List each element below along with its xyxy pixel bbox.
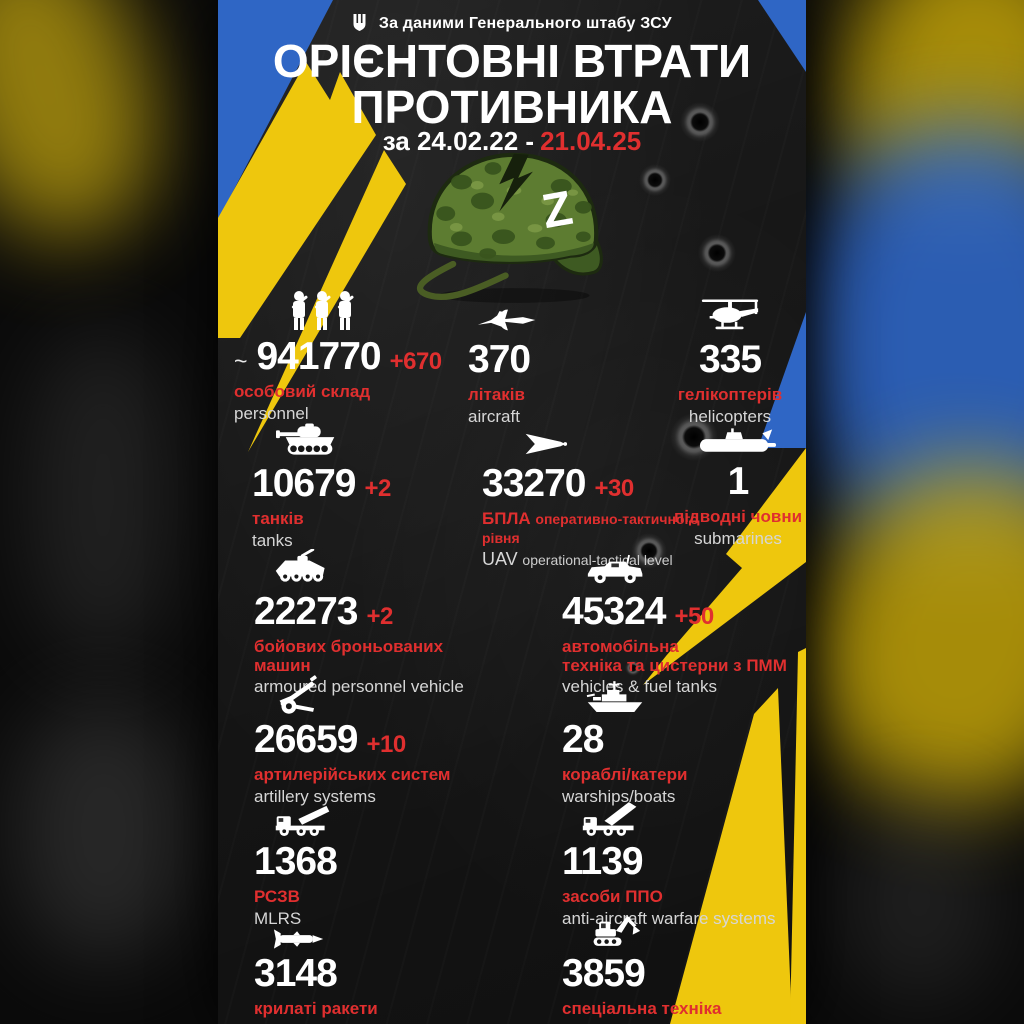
date-prefix: за 24.02.22 - (382, 126, 535, 156)
stat-aircraft: 370 літаків aircraft (468, 287, 638, 426)
label-uk: кораблі/катери (562, 765, 688, 784)
jet-icon (476, 287, 638, 337)
label-en: warships/boats (562, 786, 676, 806)
title-line-1: ОРІЄНТОВНІ ВТРАТИ (272, 35, 752, 87)
stat-mlrs: 1368 РСЗВ MLRS (254, 789, 459, 928)
helmet-strap (416, 260, 509, 300)
label-uk: артилерійських систем (254, 765, 451, 784)
label-en: UAV operational-tactical level (482, 549, 673, 570)
stat-personnel: ~ 941770 +670 особовий склад personnel (234, 284, 479, 423)
helmet-rim (434, 243, 594, 262)
bullet-hole (698, 234, 736, 272)
date-line: за 24.02.22 -21.04.25 (218, 126, 806, 157)
label-en: vehicles & fuel tanks (562, 677, 717, 697)
label-uk: літаків (468, 385, 525, 404)
title-line-2: ПРОТИВНИКА (351, 81, 673, 133)
cannon-icon (274, 667, 509, 717)
label-en: special equipment (562, 1021, 797, 1024)
label-en: helicopters (688, 406, 772, 426)
stat-artillery: 26659 +10 артилерійських систем artiller… (254, 667, 509, 806)
stat-vehicles: 45324 +50 автомобільна техніка та цистер… (562, 539, 806, 697)
label-uk: танків (252, 509, 304, 528)
infographic-panel: За даними Генерального штабу ЗСУ ОРІЄНТО… (218, 0, 806, 1024)
stat-special-equipment: 3859 спеціальна техніка special equipmen… (562, 901, 797, 1024)
label-uk: гелікоптерів (677, 385, 783, 404)
background-blur-gray-left (28, 330, 178, 660)
source-text: За даними Генерального штабу ЗСУ (378, 15, 672, 32)
excavator-icon (588, 901, 797, 951)
label-uk: особовий склад (234, 382, 371, 401)
label-uk: автомобільна техніка та цистерни з ПММ (562, 637, 787, 675)
truck-icon (586, 539, 806, 589)
label-uk: бойових броньованих машин (254, 637, 444, 675)
soldiers-icon (290, 284, 479, 334)
label-en: MLRS (254, 908, 302, 928)
helmet-crack (499, 153, 533, 212)
helmet-illustration: Z (416, 152, 603, 303)
stat-submarines: 1 підводні човни submarines (670, 409, 806, 548)
drone-icon (522, 411, 717, 461)
stat-warships: 28 кораблі/катери warships/boats (562, 667, 767, 806)
stat-helicopters: 335 гелікоптерів helicopters (654, 287, 806, 426)
warship-icon (586, 667, 767, 717)
label-en: artillery systems (254, 786, 376, 806)
background-blur-yellow-top-left (0, 0, 189, 264)
bullet-hole (639, 164, 671, 196)
stat-value-line: ~ 941770 +670 (234, 335, 442, 378)
aa-launcher-icon (580, 789, 806, 839)
label-uk: засоби ППО (562, 887, 663, 906)
label-uk: підводні човни (673, 507, 803, 526)
label-en: armoured personnel vehicle (254, 677, 464, 697)
trident-icon (353, 14, 366, 31)
label-en: tanks (252, 530, 293, 550)
background-blur-gray-bottom-right (839, 795, 999, 1005)
helmet-camo-dark (436, 162, 592, 259)
stat-tanks: 10679 +2 танків tanks (252, 411, 457, 550)
label-en: aircraft (468, 406, 520, 426)
missile-icon (272, 901, 479, 951)
label-en: anti-aircraft warfare systems (562, 908, 776, 928)
background-blur-yellow-right (773, 428, 1024, 842)
label-en: submarines (694, 528, 782, 548)
stat-cruise-missiles: 3148 крилаті ракети cruise missiles (254, 901, 479, 1024)
date-value: 21.04.25 (540, 126, 642, 156)
stat-aa-systems: 1139 засоби ППО anti-aircraft warfare sy… (562, 789, 806, 928)
apc-icon (272, 539, 509, 589)
submarine-icon (670, 409, 806, 459)
label-en: cruise missiles (254, 1021, 479, 1024)
mlrs-icon (272, 789, 459, 839)
label-uk: РСЗВ (254, 887, 300, 906)
approx-tilde: ~ (234, 348, 248, 374)
helicopter-icon (654, 287, 806, 337)
label-uk: спеціальна техніка (562, 999, 722, 1018)
background-blur-gray-bottom-left (16, 700, 191, 960)
stat-apc: 22273 +2 бойових броньованих машин armou… (254, 539, 509, 697)
tank-icon (276, 411, 457, 461)
label-en: personnel (234, 403, 309, 423)
label-uk: крилаті ракети (254, 999, 378, 1018)
label-uk: БПЛА оперативно-тактичного рівня (482, 509, 699, 546)
source-line: За даними Генерального штабу ЗСУ (218, 14, 806, 33)
stat-uav: 33270 +30 БПЛА оперативно-тактичного рів… (482, 411, 717, 570)
